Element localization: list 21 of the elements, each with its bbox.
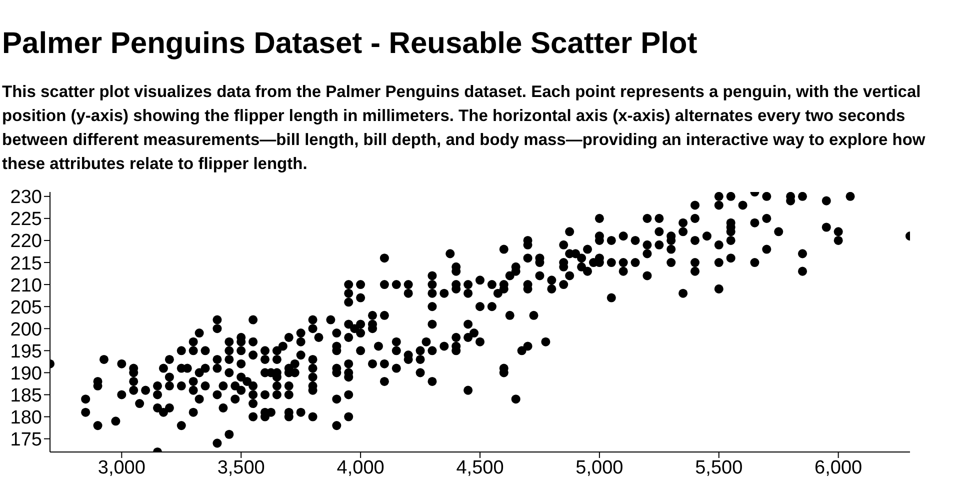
y-tick-label: 220 bbox=[10, 231, 42, 252]
y-tick-label: 180 bbox=[10, 407, 42, 428]
x-tick-label: 5,000 bbox=[576, 457, 624, 478]
y-tick-label: 230 bbox=[10, 187, 42, 208]
y-tick-label: 185 bbox=[10, 385, 42, 406]
y-tick-label: 200 bbox=[10, 319, 42, 340]
x-tick-label: 4,500 bbox=[456, 457, 504, 478]
x-tick-label: 3,000 bbox=[98, 457, 146, 478]
y-tick-label: 210 bbox=[10, 275, 42, 296]
x-tick-label: 3,500 bbox=[217, 457, 265, 478]
x-tick-label: 4,000 bbox=[336, 457, 384, 478]
chart-subtitle: This scatter plot visualizes data from the Palmer Penguins dataset. Each point represents a penguin, with the vertical position (y-axis) showing the flipper length in millimeters. The horizontal axis (x-axis) alternates every two seconds between different measurements—bill length, bill depth, and body mass—providing an interactive way to explore how these attributes relate to flipper length. bbox=[2, 82, 926, 175]
chart-title: Palmer Penguins Dataset - Reusable Scatter Plot bbox=[2, 26, 698, 62]
x-tick-label: 6,000 bbox=[814, 457, 862, 478]
y-tick-label: 205 bbox=[10, 297, 42, 318]
y-tick-label: 190 bbox=[10, 363, 42, 384]
y-tick-label: 175 bbox=[10, 430, 42, 451]
x-tick-label: 5,500 bbox=[695, 457, 743, 478]
y-tick-label: 215 bbox=[10, 253, 42, 274]
y-tick-label: 195 bbox=[10, 341, 42, 362]
y-tick-label: 225 bbox=[10, 209, 42, 230]
